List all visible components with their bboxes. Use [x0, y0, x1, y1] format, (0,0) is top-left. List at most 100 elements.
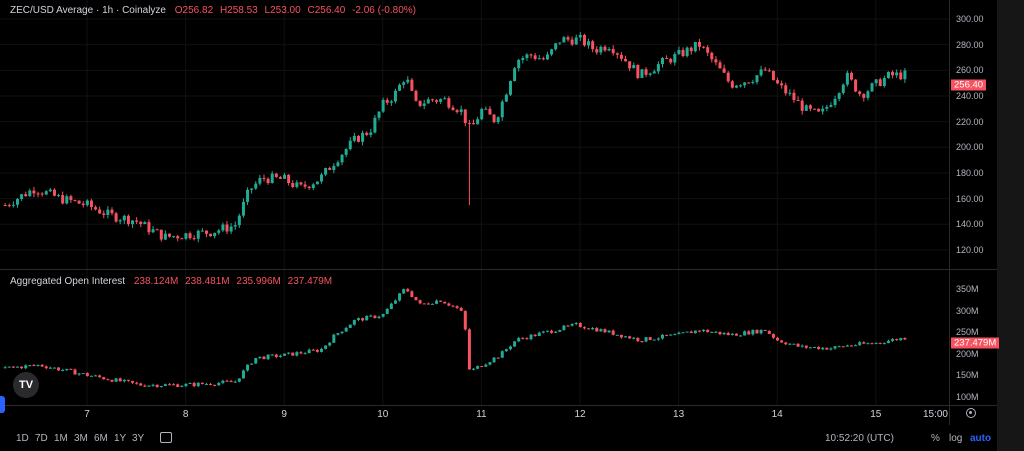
oi-candle — [808, 346, 812, 349]
price-candle — [780, 80, 784, 89]
symbol-title[interactable]: ZEC/USD Average · 1h · Coinalyze — [10, 5, 166, 16]
price-tick: 280.00 — [956, 39, 984, 50]
oi-candle — [28, 364, 32, 367]
price-candle — [48, 187, 52, 193]
price-candle — [562, 35, 566, 43]
oi-candle-body — [233, 381, 237, 383]
oi-candle-body — [225, 380, 229, 382]
oi-candle — [504, 348, 508, 352]
price-candle-body — [533, 55, 537, 59]
oi-candle — [480, 365, 484, 368]
oi-candle-body — [77, 373, 81, 375]
oi-candle-body — [845, 345, 849, 347]
price-candle — [817, 108, 821, 112]
oi-candle-body — [118, 378, 122, 382]
price-candle — [15, 197, 19, 208]
oi-candle — [135, 381, 139, 385]
axis-settings-icon[interactable] — [966, 408, 976, 418]
price-candle — [274, 172, 278, 178]
price-candle — [81, 201, 85, 208]
oi-candle — [155, 384, 159, 388]
price-candle — [344, 148, 348, 158]
oi-candle — [759, 329, 763, 335]
price-candle — [44, 190, 48, 196]
price-candle-body — [759, 69, 763, 76]
range-1y[interactable]: 1Y — [114, 433, 127, 444]
oi-title[interactable]: Aggregated Open Interest — [10, 276, 126, 287]
percent-toggle[interactable]: % — [931, 433, 940, 444]
range-3m[interactable]: 3M — [74, 433, 88, 444]
range-3y[interactable]: 3Y — [132, 433, 145, 444]
range-7d[interactable]: 7D — [35, 433, 48, 444]
oi-candle-body — [254, 357, 258, 364]
tradingview-logo[interactable]: TV — [13, 372, 39, 398]
right-side-panel — [997, 0, 1024, 451]
price-candle — [365, 131, 369, 137]
oi-candle — [365, 315, 369, 321]
auto-toggle[interactable]: auto — [970, 433, 992, 444]
oi-candle — [767, 330, 771, 335]
oi-candle — [3, 366, 7, 369]
price-candle — [899, 69, 903, 81]
price-candle — [209, 233, 213, 237]
price-candle — [217, 228, 221, 235]
price-candle-body — [340, 154, 344, 163]
sidebar-toggle[interactable] — [0, 396, 5, 413]
log-toggle[interactable]: log — [949, 433, 963, 444]
oi-candle — [196, 382, 200, 388]
price-candle — [246, 187, 250, 206]
oi-candle-body — [336, 333, 340, 335]
oi-candle-body — [167, 384, 171, 386]
price-candle-body — [808, 105, 812, 109]
oi-candle-body — [143, 385, 147, 387]
price-candle — [377, 111, 381, 121]
range-1m[interactable]: 1M — [54, 433, 68, 444]
price-candle — [854, 79, 858, 93]
oi-candle-body — [870, 343, 874, 345]
price-candle — [118, 218, 122, 225]
price-candle-body — [196, 230, 200, 239]
oi-candle — [418, 299, 422, 305]
clock-utc[interactable]: 10:52:20 (UTC) — [825, 433, 894, 444]
price-candle — [192, 235, 196, 241]
oi-candle — [348, 324, 352, 328]
range-1d[interactable]: 1D — [16, 433, 29, 444]
price-candle — [159, 229, 163, 242]
price-candle — [813, 108, 817, 110]
price-candle — [135, 217, 139, 224]
price-candle — [747, 82, 751, 84]
oi-candle — [693, 330, 697, 334]
price-candle-body — [126, 215, 130, 225]
price-candle — [435, 99, 439, 104]
price-candle-body — [20, 194, 24, 200]
oi-candle-body — [480, 366, 484, 368]
price-candle-body — [147, 222, 151, 233]
price-candle-body — [858, 91, 862, 95]
oi-candle — [262, 355, 266, 360]
price-candle — [439, 98, 443, 105]
oi-candle-body — [628, 336, 632, 339]
oi-candle — [352, 319, 356, 326]
oi-candle-body — [155, 384, 159, 388]
oi-candle — [389, 302, 393, 310]
price-candle — [718, 60, 722, 69]
price-candle — [98, 206, 102, 214]
calendar-goto-icon[interactable] — [160, 432, 172, 443]
oi-candle-body — [808, 347, 812, 349]
price-candle — [599, 45, 603, 55]
price-candle — [582, 33, 586, 47]
range-6m[interactable]: 6M — [94, 433, 108, 444]
price-candle-body — [463, 109, 467, 124]
price-candle-body — [303, 184, 307, 187]
price-candle-body — [784, 85, 788, 94]
price-candle — [595, 46, 599, 55]
price-candle-body — [702, 46, 706, 48]
price-candle-body — [619, 54, 623, 59]
pane-divider[interactable] — [0, 269, 997, 270]
price-candle-body — [825, 106, 829, 109]
price-candle — [739, 84, 743, 88]
oi-candle — [492, 356, 496, 363]
chart-canvas[interactable] — [0, 0, 950, 425]
day-label: 8 — [182, 409, 189, 420]
oi-candle — [874, 342, 878, 345]
